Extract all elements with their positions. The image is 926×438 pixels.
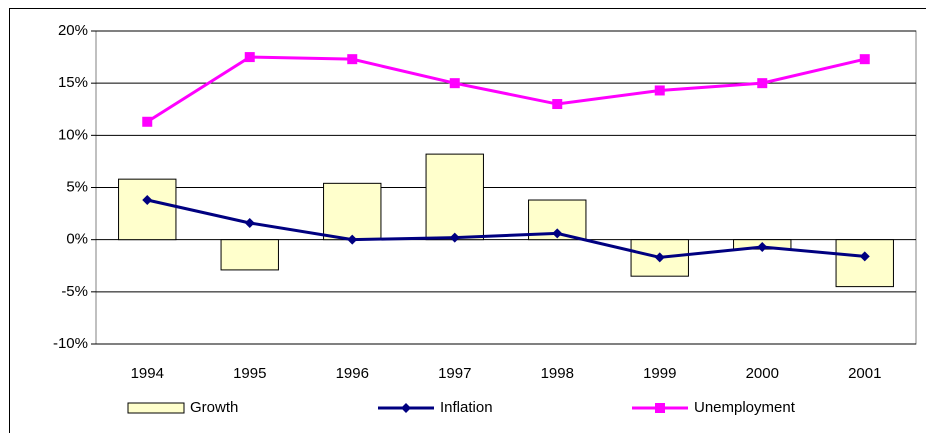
legend-label: Unemployment — [694, 399, 796, 416]
x-tick-label: 1997 — [438, 365, 471, 382]
marker — [450, 78, 460, 88]
x-tick-label: 1999 — [643, 365, 676, 382]
marker — [860, 54, 870, 64]
y-tick-label: -5% — [61, 283, 88, 300]
bar — [426, 154, 483, 240]
x-tick-label: 1995 — [233, 365, 266, 382]
x-tick-label: 1994 — [131, 365, 164, 382]
marker — [142, 117, 152, 127]
bar — [324, 183, 381, 239]
y-tick-label: 10% — [58, 126, 88, 143]
x-tick-label: 1998 — [541, 365, 574, 382]
marker — [245, 52, 255, 62]
y-tick-label: 0% — [66, 231, 88, 248]
bar — [119, 179, 176, 240]
y-tick-label: 15% — [58, 74, 88, 91]
marker — [655, 85, 665, 95]
marker — [347, 54, 357, 64]
bar — [221, 240, 278, 270]
y-tick-label: -10% — [53, 335, 88, 352]
marker — [552, 99, 562, 109]
legend-label: Growth — [190, 399, 238, 416]
bar — [836, 240, 893, 287]
marker — [757, 78, 767, 88]
x-tick-label: 2000 — [746, 365, 779, 382]
legend-label: Inflation — [440, 399, 493, 416]
y-tick-label: 5% — [66, 178, 88, 195]
legend-swatch — [128, 403, 184, 413]
legend-marker — [655, 403, 665, 413]
y-tick-label: 20% — [58, 22, 88, 39]
x-tick-label: 2001 — [848, 365, 881, 382]
x-tick-label: 1996 — [336, 365, 369, 382]
